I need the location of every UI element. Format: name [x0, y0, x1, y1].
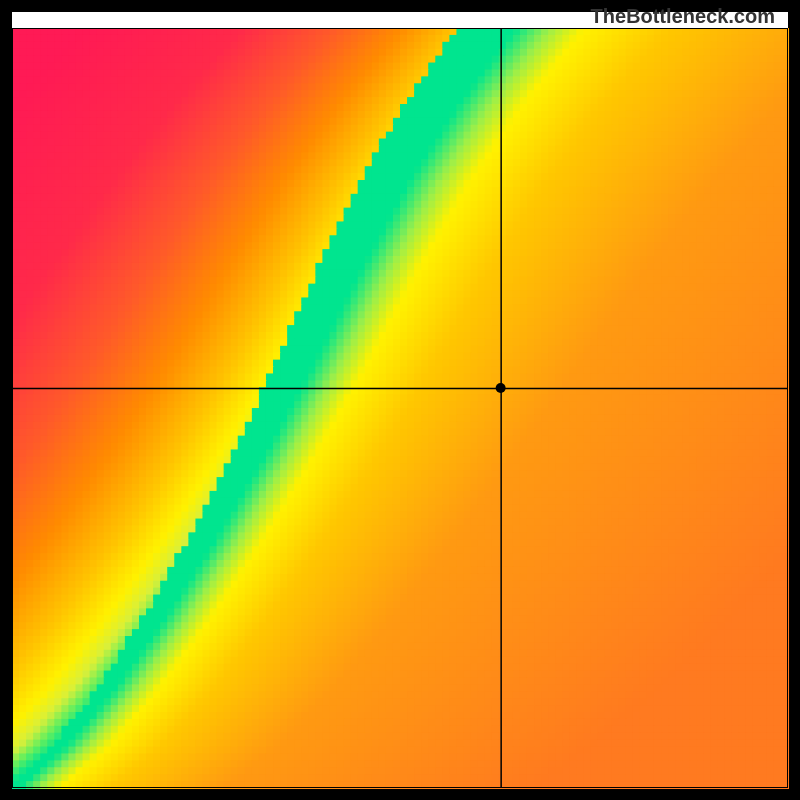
bottleneck-heatmap [0, 0, 800, 800]
attribution-text: TheBottleneck.com [591, 6, 775, 29]
